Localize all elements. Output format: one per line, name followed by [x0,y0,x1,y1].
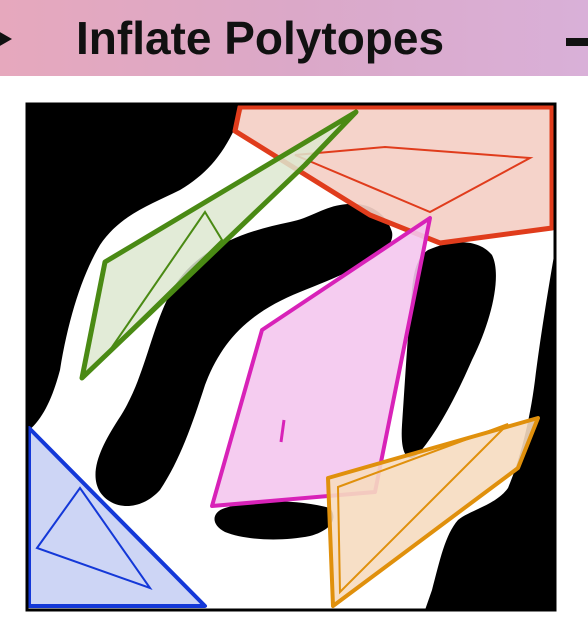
obstacle-region [95,203,393,506]
page-title: Inflate Polytopes [76,12,445,64]
obstacle-region [401,242,496,459]
polytope-green-seed [109,210,224,351]
polytope-red-seed [294,145,534,214]
polytope-blue-seed [35,486,153,590]
obstacles [27,104,555,610]
title-banner: Inflate Polytopes [0,0,588,76]
obstacle-region [425,250,555,610]
obstacle-region [27,104,245,432]
polytope-orange-seed [336,423,509,595]
diagram-frame [25,102,557,612]
polytopes [27,104,555,608]
arrow-right-icon [566,38,588,46]
polytope-magenta-seed [279,419,286,443]
obstacle-region [214,501,334,540]
triangle-right-icon [0,24,12,54]
